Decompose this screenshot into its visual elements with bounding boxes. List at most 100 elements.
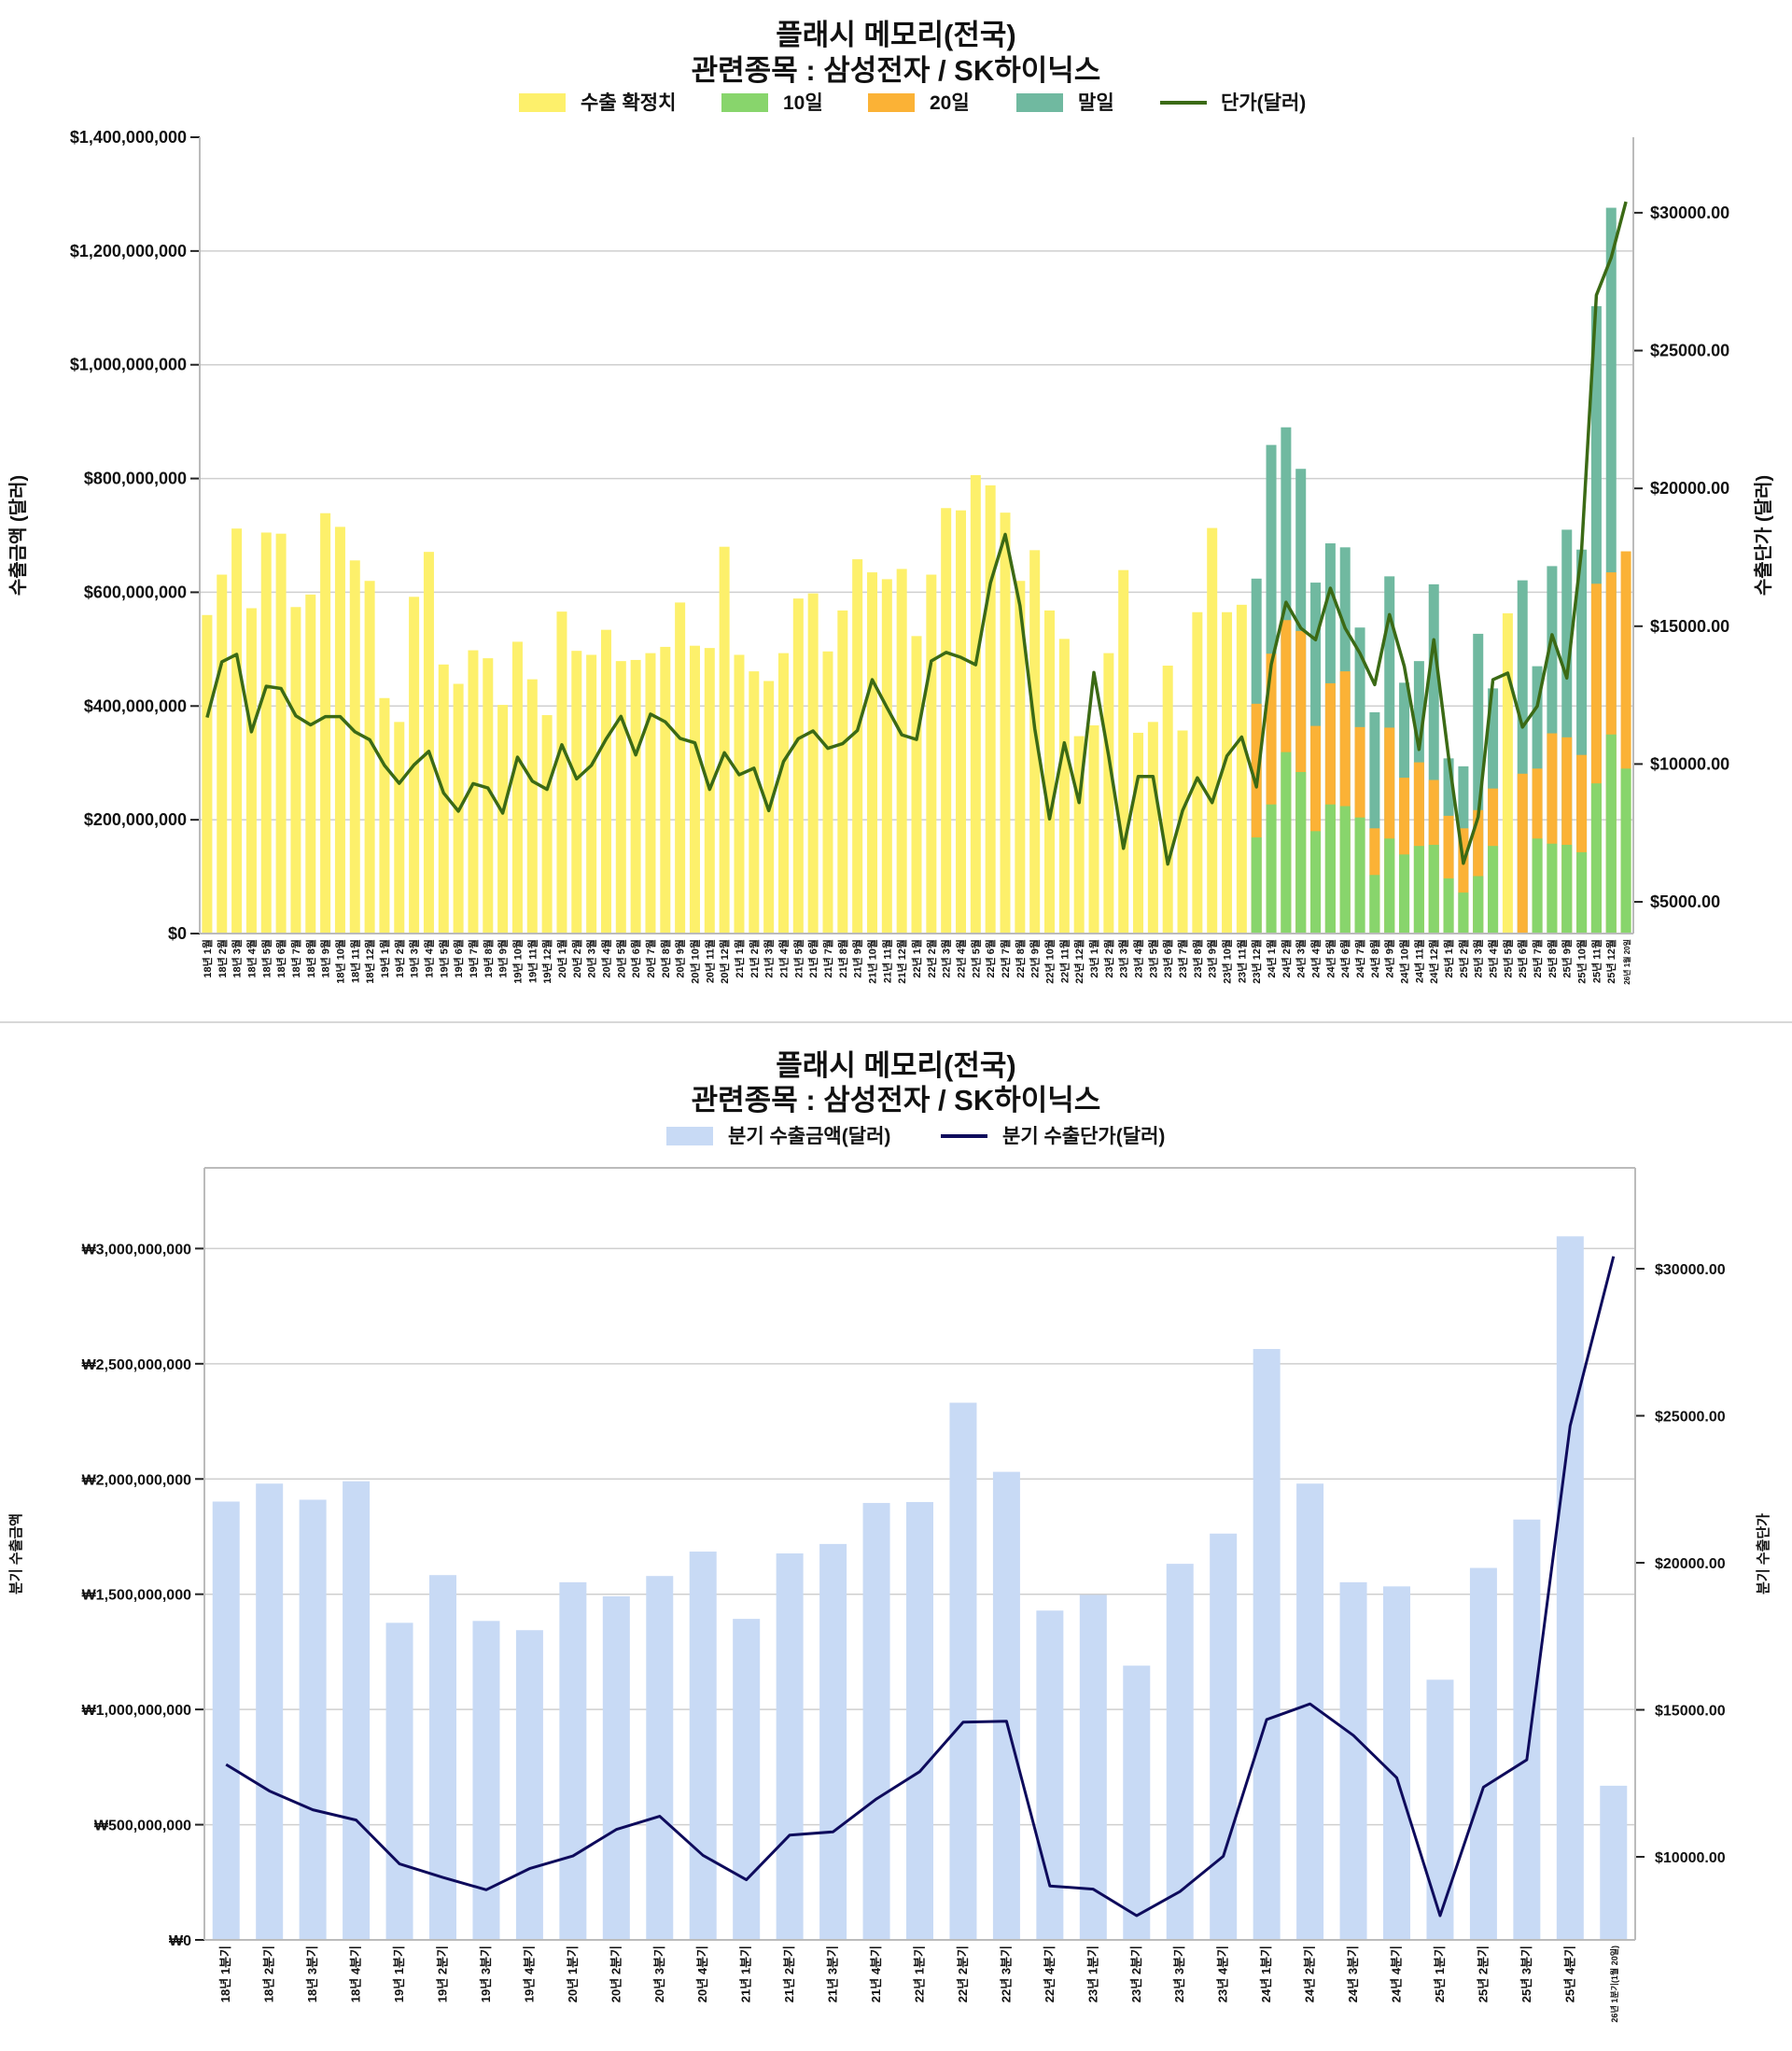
x-tick-label: 20년 4분기 (695, 1946, 709, 2002)
x-tick-label: 24년 1월 (1265, 939, 1278, 978)
bar-confirmed (660, 647, 670, 934)
bar-confirmed (941, 508, 951, 934)
bar-day10 (1384, 838, 1394, 934)
bar-confirmed (217, 575, 227, 934)
x-tick-label: 20년 10월 (688, 939, 701, 984)
x-tick-label: 19년 9월 (497, 939, 510, 978)
bar-confirmed (290, 607, 301, 934)
x-tick-label: 25년 5월 (1501, 939, 1514, 978)
bar-quarter-amount (863, 1503, 890, 1940)
x-tick-label: 20년 11월 (703, 939, 716, 983)
x-tick-label: 20년 6월 (629, 939, 642, 978)
x-tick-label: 21년 7월 (821, 939, 834, 978)
x-tick-label: 18년 5월 (259, 939, 273, 978)
legend-swatch (868, 93, 915, 112)
x-tick-label: 20년 1분기 (566, 1946, 580, 2002)
y-axis-title: 분기 수출금액 (7, 1513, 24, 1594)
x-tick-label: 21년 4분기 (869, 1946, 883, 2002)
x-tick-label: 18년 2분기 (262, 1946, 276, 2002)
x-tick-label: 25년 3월 (1472, 939, 1485, 978)
x-tick-label: 22년 6월 (984, 939, 997, 978)
x-tick-label: 23년 7월 (1176, 939, 1189, 978)
chart-title: 플래시 메모리(전국) (776, 19, 1015, 51)
x-tick-label: 21년 3월 (763, 939, 776, 978)
bar-confirmed (571, 651, 581, 934)
x-tick-label: 20년 3월 (585, 939, 598, 978)
x-tick-label: 23년 8월 (1191, 939, 1204, 978)
y-tick-label: $1,200,000,000 (70, 242, 187, 260)
y-tick-label: ₩2,500,000,000 (82, 1357, 192, 1373)
x-tick-label: 21년 9월 (851, 939, 864, 978)
bar-day10 (1458, 892, 1468, 934)
x-tick-label: 22년 11월 (1057, 939, 1071, 983)
bar-quarter-amount (300, 1499, 327, 1940)
bar-confirmed (527, 680, 538, 934)
x-tick-label: 19년 3분기 (479, 1946, 493, 2002)
x-tick-label: 24년 2분기 (1303, 1946, 1317, 2002)
bar-confirmed (365, 581, 375, 934)
x-tick-label: 23년 1월 (1087, 939, 1100, 978)
bar-confirmed (1237, 605, 1247, 934)
x-tick-label: 20년 2분기 (609, 1946, 623, 2002)
x-tick-label: 26년 1분기(1월 20일) (1609, 1946, 1619, 2022)
y2-tick-label: $30000.00 (1650, 204, 1729, 222)
x-tick-label: 23년 4분기 (1216, 1946, 1230, 2002)
bar-day10 (1399, 854, 1409, 934)
x-tick-label: 21년 12월 (895, 939, 908, 984)
bar-confirmed (231, 528, 242, 934)
bar-quarter-amount (906, 1502, 933, 1940)
bar-day10 (1414, 846, 1424, 934)
x-tick-label: 20년 5월 (614, 939, 627, 978)
legend-label: 20일 (930, 92, 970, 114)
bar-confirmed (261, 532, 272, 934)
x-tick-label: 18년 4월 (245, 939, 258, 978)
x-tick-label: 24년 8월 (1368, 939, 1381, 978)
x-tick-label: 21년 2분기 (782, 1946, 796, 2002)
x-tick-label: 25년 11월 (1589, 939, 1603, 983)
x-tick-label: 24년 7월 (1353, 939, 1366, 978)
bar-confirmed (335, 527, 345, 934)
x-tick-label: 23년 3분기 (1172, 1946, 1186, 2002)
y2-tick-label: $10000.00 (1655, 1850, 1726, 1866)
x-tick-label: 23년 11월 (1235, 939, 1248, 983)
bar-day10 (1561, 845, 1572, 934)
bar-confirmed (822, 652, 833, 934)
x-tick-label: 25년 3분기 (1519, 1946, 1533, 2002)
x-tick-label: 18년 3월 (231, 939, 244, 978)
bar-confirmed (542, 715, 553, 934)
bar-quarter-amount (516, 1630, 543, 1940)
y2-tick-label: $20000.00 (1655, 1556, 1726, 1572)
x-tick-label: 19년 4분기 (522, 1946, 536, 2002)
bar-quarter-amount (993, 1472, 1020, 1940)
bar-confirmed (778, 653, 789, 934)
y-tick-label: $200,000,000 (84, 810, 187, 829)
x-tick-label: 23년 1분기 (1085, 1946, 1099, 2002)
x-tick-label: 21년 3분기 (826, 1946, 840, 2002)
x-tick-label: 24년 9월 (1383, 939, 1396, 978)
y2-tick-label: $15000.00 (1655, 1704, 1726, 1720)
x-tick-label: 22년 3월 (940, 939, 953, 978)
x-tick-label: 18년 10월 (333, 939, 346, 984)
x-tick-label: 23년 3월 (1117, 939, 1130, 978)
y2-tick-label: $25000.00 (1650, 342, 1729, 360)
x-tick-label: 24년 11월 (1412, 939, 1425, 983)
x-tick-label: 20년 9월 (674, 939, 687, 978)
bar-confirmed (749, 671, 759, 934)
x-tick-label: 19년 1분기 (392, 1946, 406, 2002)
bar-confirmed (956, 511, 966, 934)
bar-confirmed (497, 705, 508, 934)
x-tick-label: 23년 5월 (1146, 939, 1159, 978)
x-tick-label: 19년 4월 (422, 939, 435, 978)
bar-quarter-amount (472, 1621, 499, 1940)
x-tick-label: 21년 11월 (880, 939, 893, 983)
x-tick-label: 22년 3분기 (999, 1946, 1013, 2002)
x-tick-label: 19년 7월 (467, 939, 480, 978)
bar-day10 (1547, 844, 1557, 934)
x-tick-label: 21년 4월 (777, 939, 790, 978)
bar-confirmed (1503, 613, 1513, 934)
bar-confirmed (1148, 722, 1158, 934)
bar-confirmed (645, 653, 655, 934)
x-tick-label: 21년 5월 (791, 939, 805, 978)
bar-confirmed (1192, 612, 1202, 934)
x-tick-label: 24년 5월 (1323, 939, 1337, 978)
